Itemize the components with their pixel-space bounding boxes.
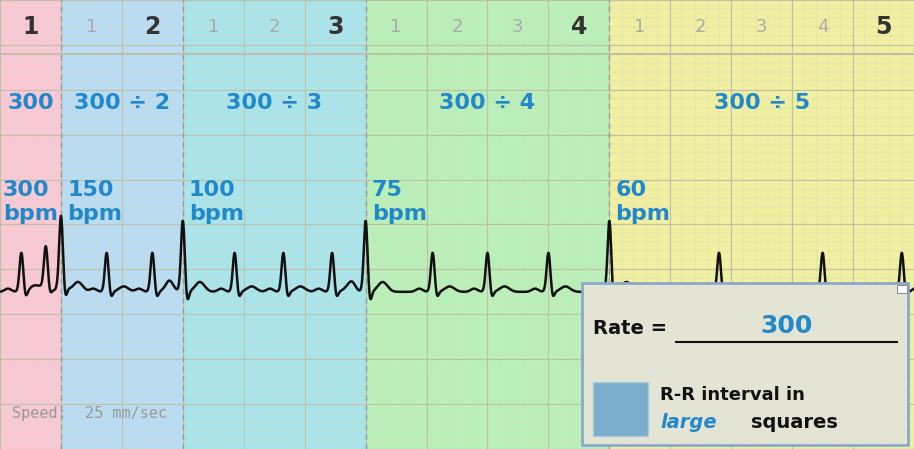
Text: 100
bpm: 100 bpm: [189, 180, 244, 224]
Bar: [593, 382, 648, 436]
Bar: [61, 0, 183, 449]
Text: 2: 2: [452, 18, 462, 36]
Text: 300 ÷ 4: 300 ÷ 4: [440, 93, 536, 113]
Text: 3: 3: [756, 18, 768, 36]
Text: 1: 1: [22, 15, 38, 39]
Text: Rate =: Rate =: [593, 319, 674, 338]
Text: 2: 2: [695, 18, 707, 36]
Text: 2: 2: [269, 18, 280, 36]
Text: R-R interval in: R-R interval in: [660, 386, 805, 404]
Text: 150
bpm: 150 bpm: [67, 180, 122, 224]
Bar: [183, 0, 366, 449]
Text: 5: 5: [876, 15, 892, 39]
Text: 300: 300: [760, 314, 813, 338]
Text: 300 ÷ 3: 300 ÷ 3: [226, 93, 323, 113]
Text: 1: 1: [207, 18, 219, 36]
Text: 300: 300: [7, 93, 54, 113]
Text: 2: 2: [144, 15, 161, 39]
Text: 60
bpm: 60 bpm: [615, 180, 671, 224]
Bar: [0, 0, 61, 449]
Text: 75
bpm: 75 bpm: [372, 180, 427, 224]
Text: 1: 1: [390, 18, 402, 36]
Text: 4: 4: [570, 15, 587, 39]
Text: 1: 1: [634, 18, 645, 36]
Text: squares: squares: [751, 413, 838, 431]
Bar: [610, 0, 914, 449]
Text: 4: 4: [817, 18, 828, 36]
Text: 300 ÷ 2: 300 ÷ 2: [74, 93, 170, 113]
Text: 1: 1: [86, 18, 97, 36]
Text: 300 ÷ 5: 300 ÷ 5: [714, 93, 810, 113]
Bar: [897, 285, 907, 293]
Text: large: large: [660, 413, 717, 431]
FancyBboxPatch shape: [582, 283, 908, 445]
Text: 3: 3: [327, 15, 344, 39]
Bar: [366, 0, 610, 449]
Text: 300
bpm: 300 bpm: [3, 180, 58, 224]
Text: Speed:  25 mm/sec: Speed: 25 mm/sec: [12, 405, 167, 421]
Text: 3: 3: [512, 18, 524, 36]
